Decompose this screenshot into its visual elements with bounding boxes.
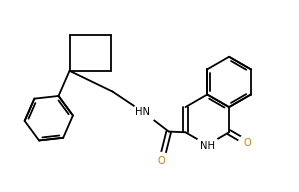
Text: O: O: [243, 138, 251, 148]
Text: O: O: [158, 156, 165, 166]
Text: NH: NH: [200, 141, 215, 151]
Text: HN: HN: [135, 107, 150, 117]
